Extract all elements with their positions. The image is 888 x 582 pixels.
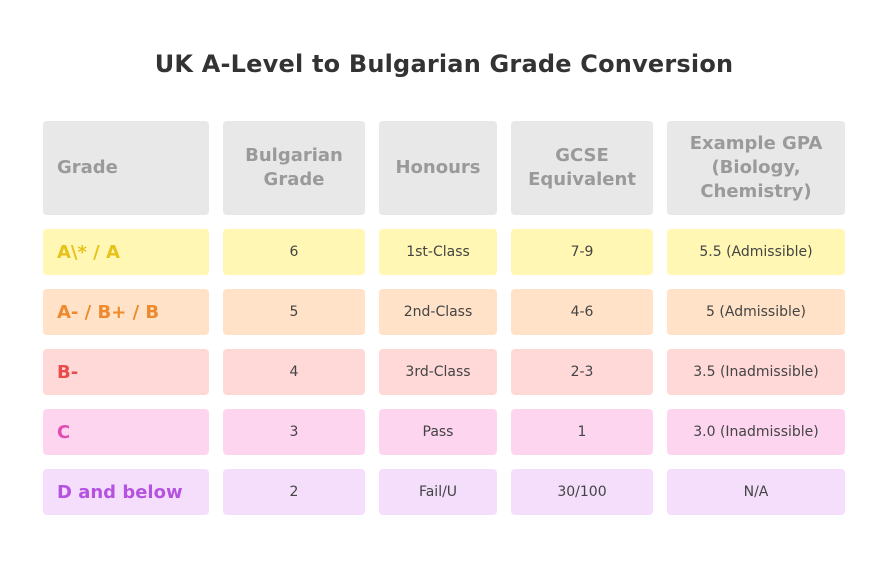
table-cell-gpa: 3.0 (Inadmissible)	[667, 409, 845, 455]
table-cell-honours: 3rd-Class	[379, 349, 497, 395]
table-cell-honours: Pass	[379, 409, 497, 455]
column-header-example-gpa: Example GPA (Biology, Chemistry)	[667, 121, 845, 215]
table-row-grade: B-	[43, 349, 209, 395]
table-cell-honours: 1st-Class	[379, 229, 497, 275]
column-header-grade: Grade	[43, 121, 209, 215]
table-cell-gcse: 4-6	[511, 289, 653, 335]
column-header-gcse-equivalent: GCSE Equivalent	[511, 121, 653, 215]
column-header-honours: Honours	[379, 121, 497, 215]
table-cell-honours: Fail/U	[379, 469, 497, 515]
table-row-grade: D and below	[43, 469, 209, 515]
table-cell-bulgarian: 4	[223, 349, 365, 395]
table-cell-bulgarian: 2	[223, 469, 365, 515]
page-title: UK A-Level to Bulgarian Grade Conversion	[154, 50, 734, 78]
table-row-grade: C	[43, 409, 209, 455]
table-cell-gpa: N/A	[667, 469, 845, 515]
table-cell-gcse: 2-3	[511, 349, 653, 395]
table-cell-gcse: 1	[511, 409, 653, 455]
table-cell-gcse: 30/100	[511, 469, 653, 515]
table-cell-gcse: 7-9	[511, 229, 653, 275]
table-cell-gpa: 5.5 (Admissible)	[667, 229, 845, 275]
table-cell-honours: 2nd-Class	[379, 289, 497, 335]
column-header-bulgarian-grade: Bulgarian Grade	[223, 121, 365, 215]
table-cell-gpa: 3.5 (Inadmissible)	[667, 349, 845, 395]
table-cell-bulgarian: 5	[223, 289, 365, 335]
table-row-grade: A- / B+ / B	[43, 289, 209, 335]
table-cell-bulgarian: 6	[223, 229, 365, 275]
table-cell-gpa: 5 (Admissible)	[667, 289, 845, 335]
table-row-grade: A\* / A	[43, 229, 209, 275]
table-cell-bulgarian: 3	[223, 409, 365, 455]
